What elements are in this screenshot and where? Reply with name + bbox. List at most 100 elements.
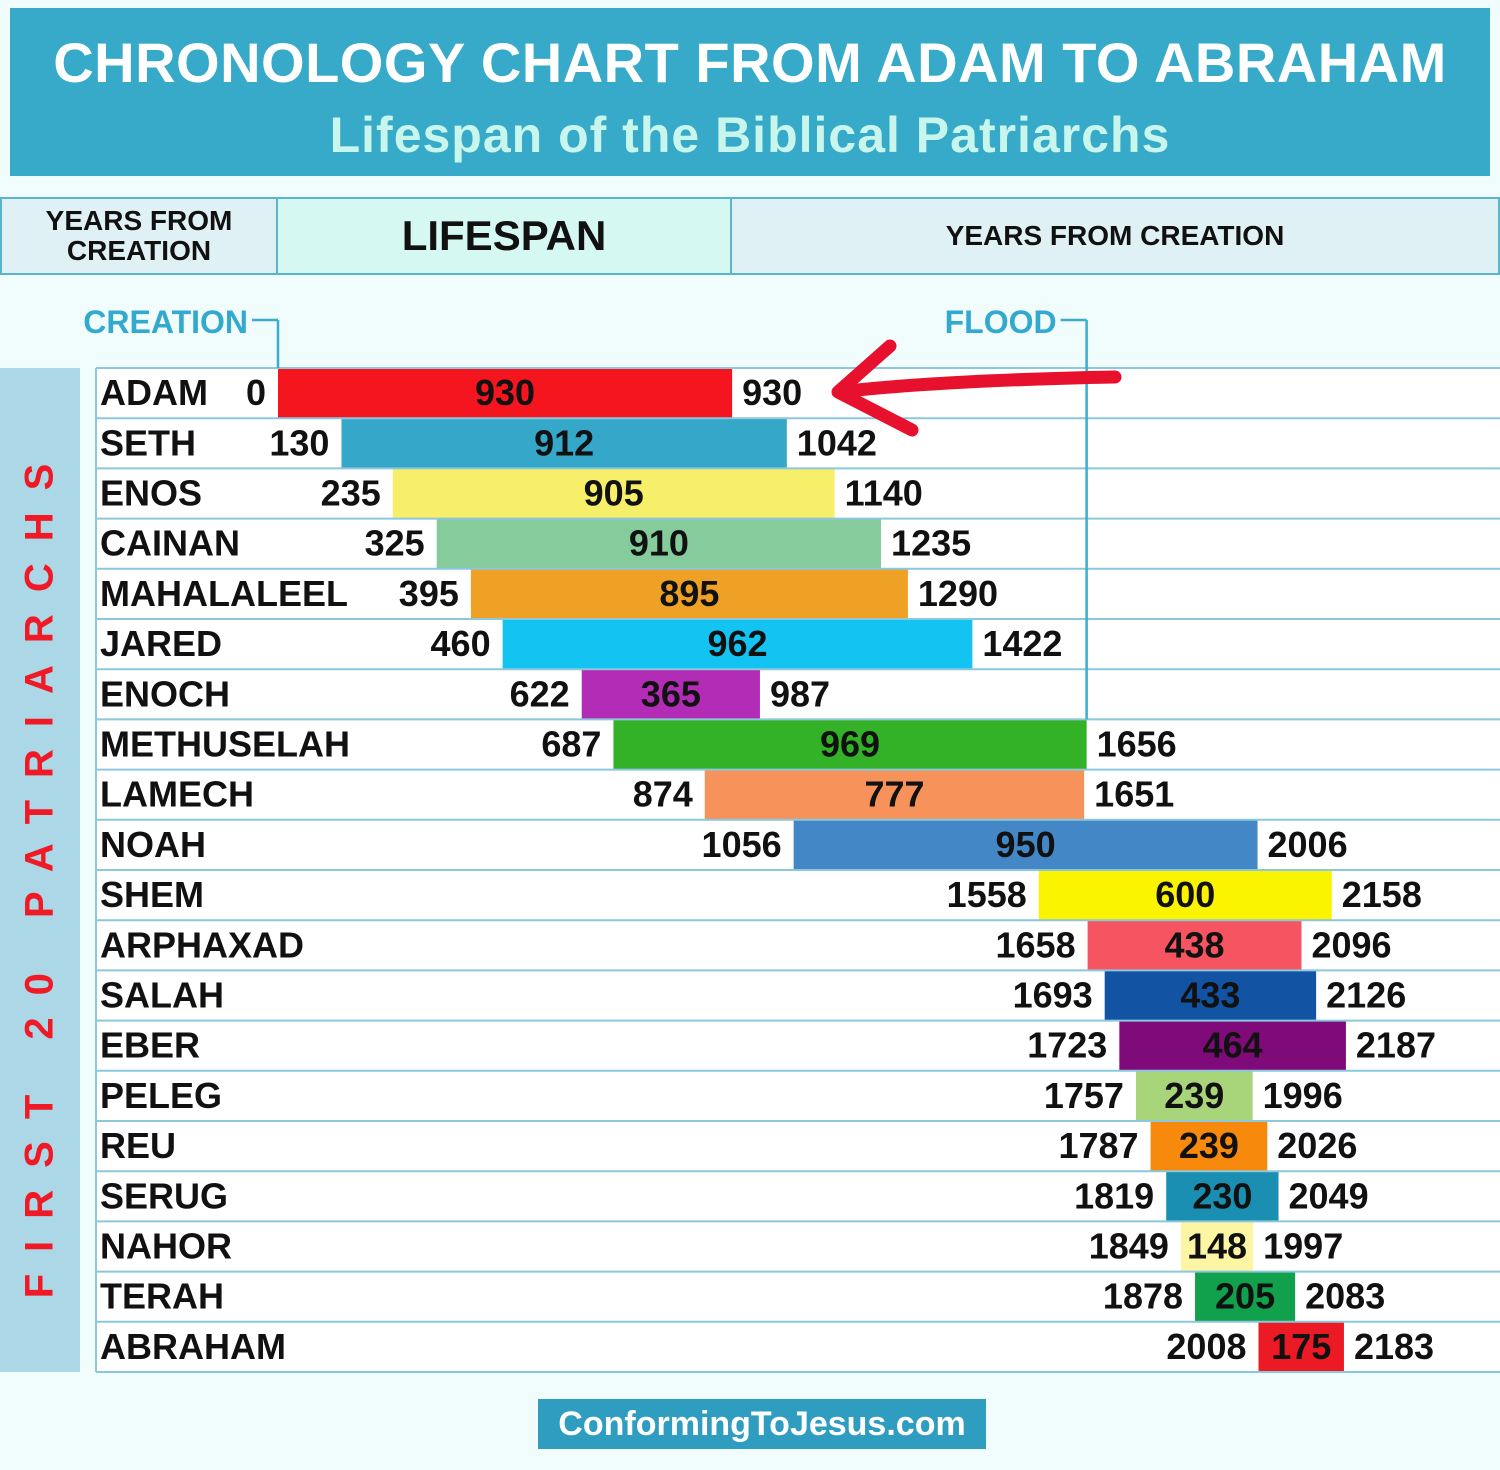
patriarch-name: ENOS [100,473,202,514]
patriarch-name: CAINAN [100,523,240,564]
birth-year: 2008 [1166,1326,1246,1367]
patriarch-name: EBER [100,1025,200,1066]
lifespan-value: 239 [1179,1125,1239,1166]
birth-year: 874 [633,774,693,815]
lifespan-bar [1119,1020,1346,1071]
lifespan-value: 433 [1180,975,1240,1016]
patriarch-name: NOAH [100,824,206,865]
death-year: 2049 [1289,1175,1369,1216]
death-year: 987 [770,673,830,714]
birth-year: 1787 [1058,1125,1138,1166]
lifespan-value: 600 [1155,874,1215,915]
birth-year: 325 [365,523,425,564]
patriarch-name: METHUSELAH [100,724,350,765]
lifespan-bar [1195,1271,1296,1322]
lifespan-bar [704,769,1085,820]
lifespan-bar [613,719,1087,770]
patriarch-name: ENOCH [100,673,230,714]
lifespan-bar [1166,1171,1279,1222]
annotation-arrow-head [831,339,919,437]
patriarch-name: SERUG [100,1175,228,1216]
death-year: 1997 [1263,1226,1343,1267]
birth-year: 1056 [702,824,782,865]
lifespan-bar [1150,1121,1268,1172]
lifespan-value: 910 [629,523,689,564]
patriarch-name: SETH [100,422,196,463]
death-year: 1290 [918,573,998,614]
patriarch-name: SHEM [100,874,204,915]
marker-label: FLOOD [945,304,1057,340]
lifespan-bar [436,518,882,569]
lifespan-bar [1135,1070,1253,1121]
birth-year: 0 [246,372,266,413]
lifespan-bar [1087,920,1302,971]
lifespan-value: 438 [1165,924,1225,965]
birth-year: 1878 [1103,1276,1183,1317]
birth-year: 1723 [1027,1025,1107,1066]
marker-label: CREATION [83,304,248,340]
patriarch-name: NAHOR [100,1226,232,1267]
patriarch-name: TERAH [100,1276,224,1317]
death-year: 2096 [1311,924,1391,965]
patriarch-name: JARED [100,623,222,664]
lifespan-value: 365 [641,673,701,714]
lifespan-value: 239 [1164,1075,1224,1116]
lifespan-bar [1258,1321,1344,1372]
death-year: 2187 [1356,1025,1436,1066]
patriarch-name: PELEG [100,1075,222,1116]
lifespan-bar [581,669,760,720]
lifespan-value: 230 [1192,1175,1252,1216]
patriarch-name: MAHALALEEL [100,573,348,614]
chart-subtitle: Lifespan of the Biblical Patriarchs [329,107,1171,163]
patriarch-name: ABRAHAM [100,1326,286,1367]
lifespan-value: 777 [864,774,924,815]
birth-year: 622 [510,673,570,714]
lifespan-bar [470,568,908,619]
column-header-years-right: YEARS FROM CREATION [730,197,1500,275]
birth-year: 1757 [1044,1075,1124,1116]
lifespan-value: 950 [996,824,1056,865]
patriarch-name: SALAH [100,975,224,1016]
birth-year: 687 [541,724,601,765]
lifespan-bar [1104,970,1317,1021]
lifespan-bar [278,368,733,419]
lifespan-value: 895 [659,573,719,614]
birth-year: 235 [321,473,381,514]
birth-year: 130 [269,422,329,463]
death-year: 930 [742,372,802,413]
lifespan-bar [793,819,1258,870]
lifespan-value: 205 [1215,1276,1275,1317]
birth-year: 460 [431,623,491,664]
patriarch-name: ADAM [100,372,208,413]
birth-year: 395 [399,573,459,614]
lifespan-value: 148 [1187,1226,1247,1267]
death-year: 2126 [1326,975,1406,1016]
title-banner: CHRONOLOGY CHART FROM ADAM TO ABRAHAM Li… [10,8,1490,176]
lifespan-value: 175 [1271,1326,1331,1367]
column-header-years-left-line1: YEARS FROM [45,205,233,236]
patriarch-name: ARPHAXAD [100,924,304,965]
death-year: 2158 [1342,874,1422,915]
birth-year: 1849 [1089,1226,1169,1267]
column-header-years-left-line2: CREATION [66,235,212,266]
patriarch-name: REU [100,1125,176,1166]
lifespan-bar [341,418,787,469]
birth-year: 1658 [996,924,1076,965]
lifespan-value: 912 [534,422,594,463]
lifespan-value: 962 [707,623,767,664]
lifespan-value: 905 [584,473,644,514]
chart-title: CHRONOLOGY CHART FROM ADAM TO ABRAHAM [53,31,1447,94]
lifespan-bar [392,468,835,519]
lifespan-bar [1038,870,1332,921]
death-year: 2026 [1277,1125,1357,1166]
lifespan-bar [1180,1221,1254,1272]
death-year: 1140 [845,473,923,514]
death-year: 2083 [1305,1276,1385,1317]
death-year: 1042 [797,422,877,463]
website-credit[interactable]: ConformingToJesus.com [538,1399,986,1449]
birth-year: 1558 [947,874,1027,915]
birth-year: 1819 [1074,1175,1154,1216]
death-year: 1422 [982,623,1062,664]
death-year: 1235 [891,523,971,564]
